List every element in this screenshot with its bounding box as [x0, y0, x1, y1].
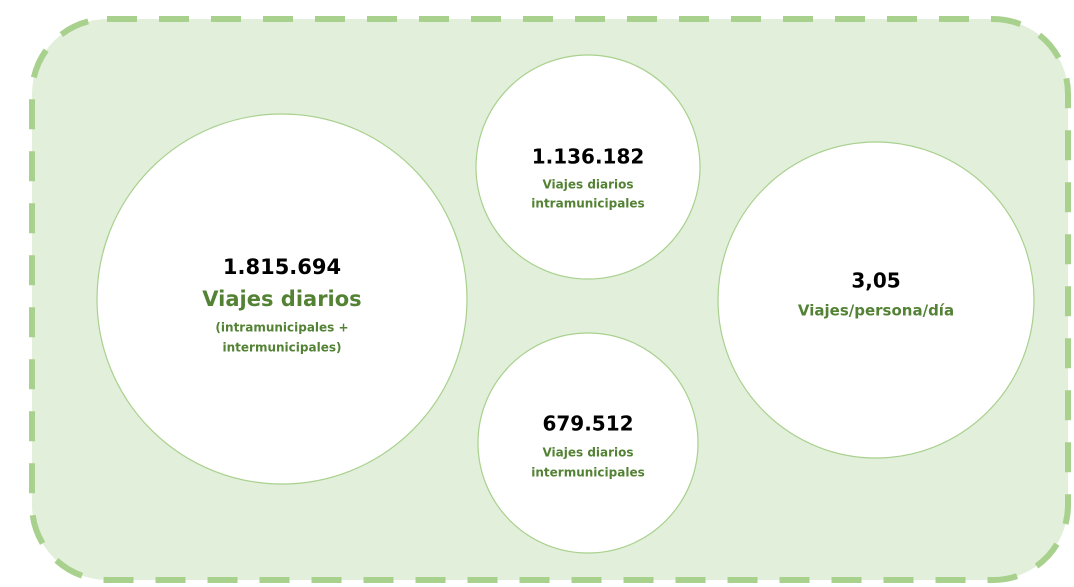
label: intermunicipales	[531, 466, 644, 480]
circle-intra	[475, 54, 701, 280]
label: Viajes diarios	[542, 178, 633, 192]
circle-inter	[477, 332, 699, 554]
label: Viajes/persona/día	[798, 302, 954, 320]
note: intermunicipales)	[223, 341, 342, 355]
label: intramunicipales	[531, 197, 644, 211]
note: (intramunicipales +	[215, 321, 348, 335]
value: 1.136.182	[532, 145, 645, 169]
label: Viajes diarios	[202, 287, 361, 311]
circle-rate	[717, 141, 1035, 459]
value: 679.512	[542, 412, 633, 436]
circle-total	[96, 113, 468, 485]
value: 1.815.694	[223, 255, 341, 279]
value: 3,05	[851, 269, 900, 293]
label: Viajes diarios	[542, 446, 633, 460]
